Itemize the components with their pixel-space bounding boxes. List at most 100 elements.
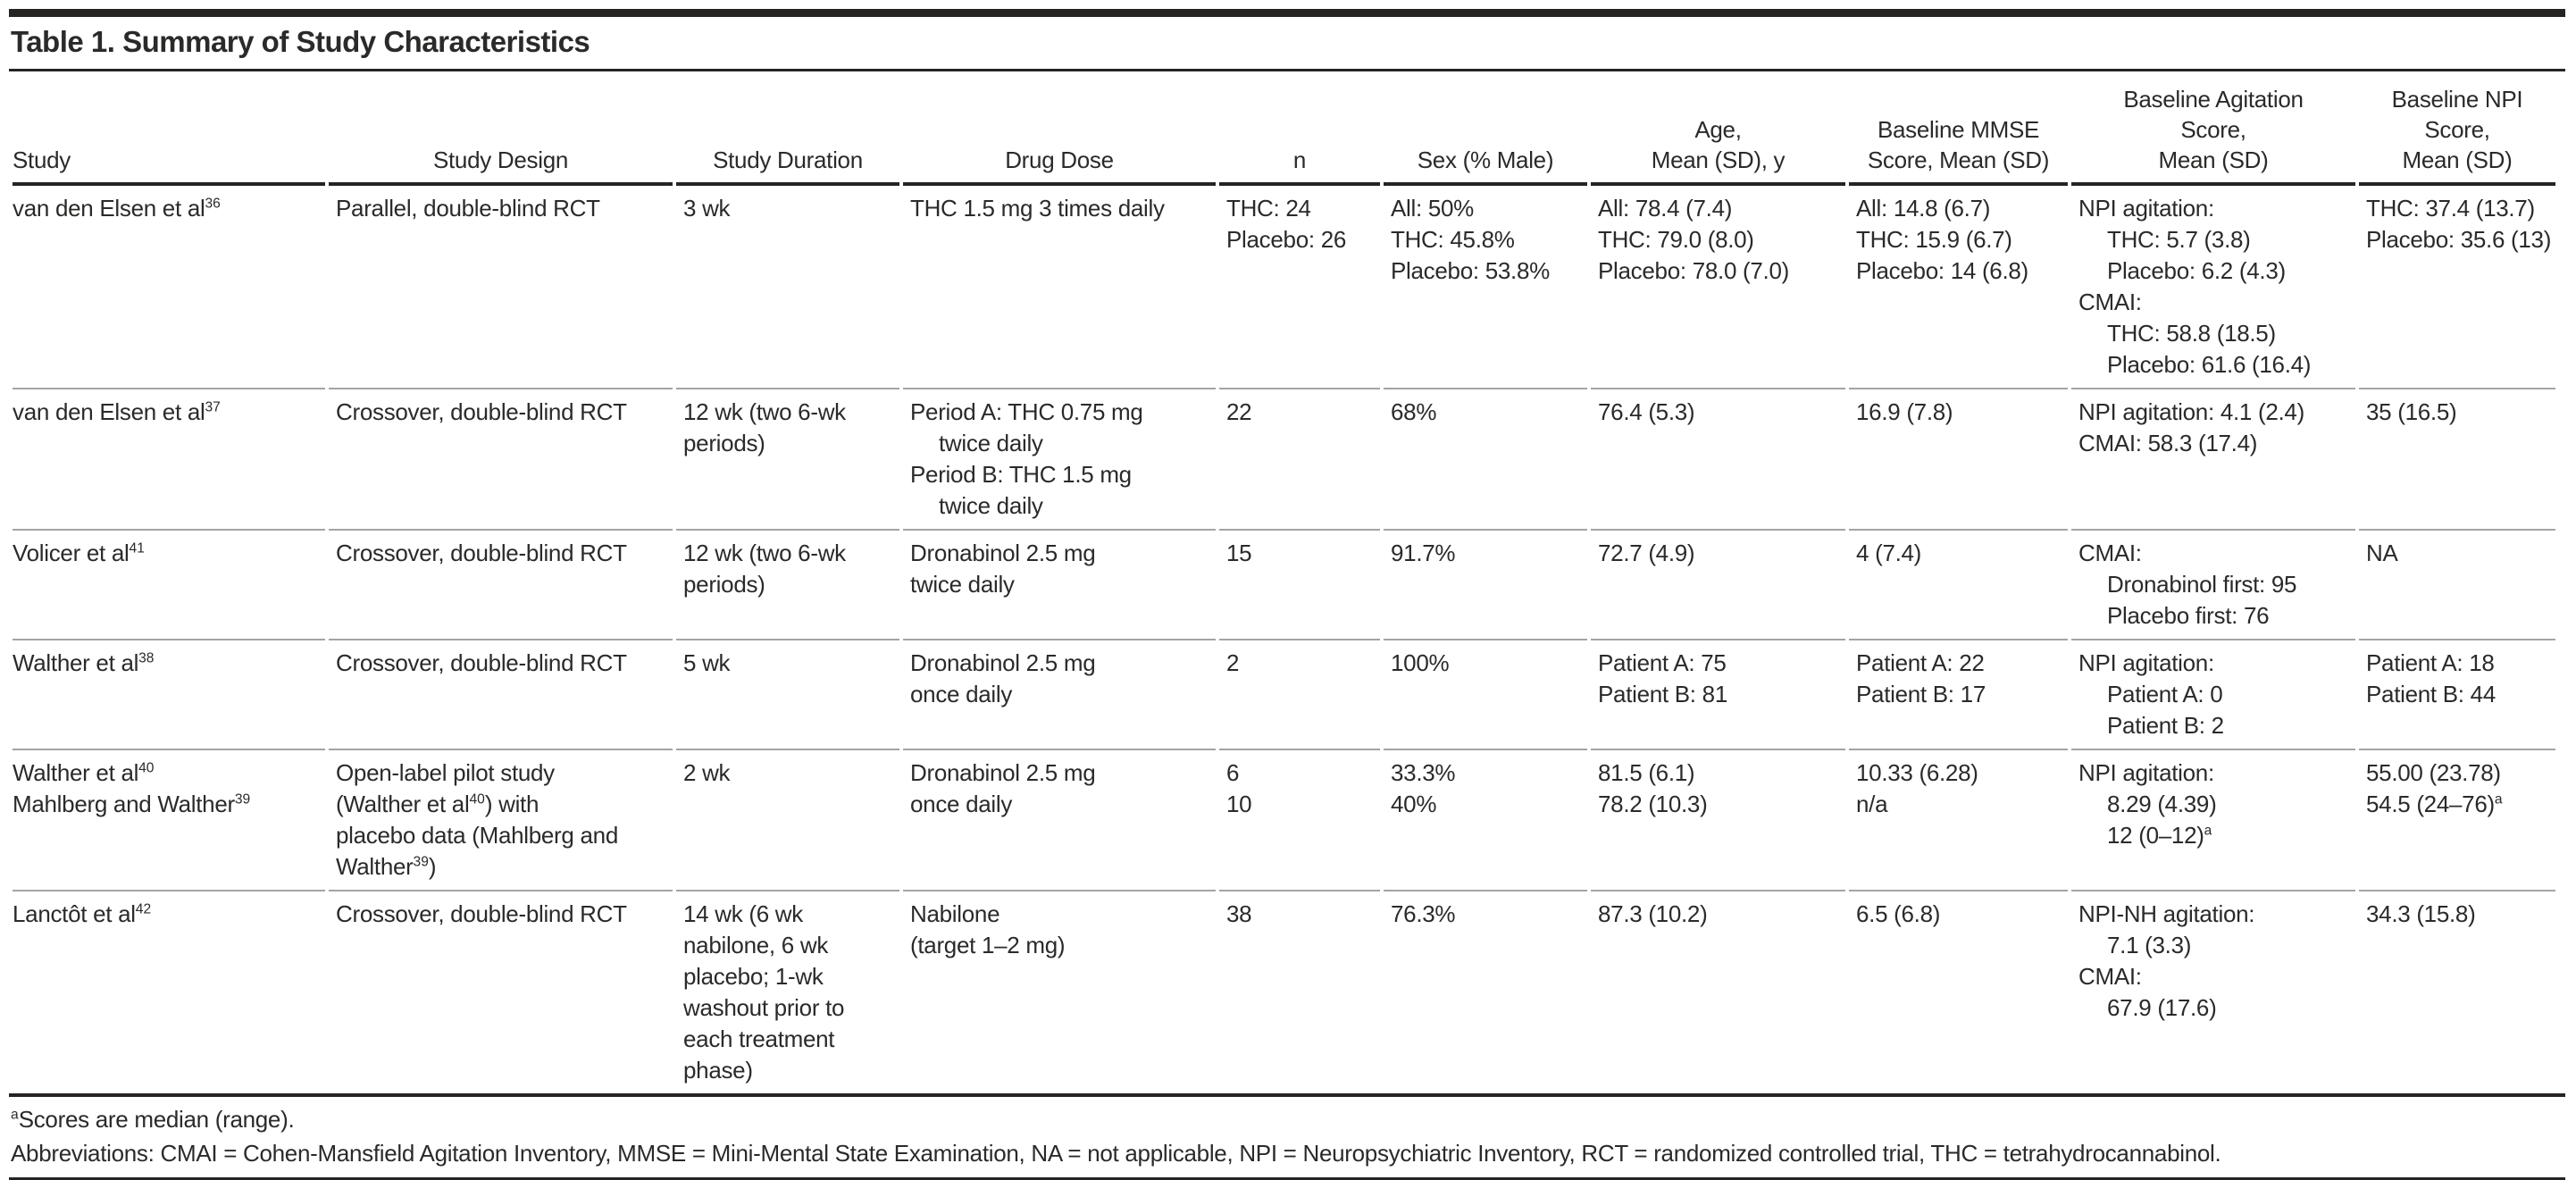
cell-line: THC: 15.9 (6.7) bbox=[1856, 226, 2012, 253]
cell-line: CMAI: bbox=[2078, 540, 2142, 566]
cell-npi: NA bbox=[2359, 529, 2555, 639]
cell-age: 72.7 (4.9) bbox=[1591, 529, 1845, 639]
cell-study: van den Elsen et al36 bbox=[13, 186, 325, 388]
superscript: 40 bbox=[138, 760, 155, 776]
cell-line: 4 (7.4) bbox=[1856, 540, 1922, 566]
cell-dose: THC 1.5 mg 3 times daily bbox=[903, 186, 1216, 388]
cell-line: 35 (16.5) bbox=[2366, 398, 2457, 425]
cell-dose: Dronabinol 2.5 mg twice daily bbox=[903, 529, 1216, 639]
cell-line: THC: 45.8% bbox=[1391, 226, 1515, 253]
superscript: a bbox=[2494, 791, 2503, 808]
superscript: 37 bbox=[205, 399, 221, 415]
cell-agitation: NPI agitation: 4.1 (2.4) CMAI: 58.3 (17.4… bbox=[2071, 388, 2355, 529]
cell-line: placebo; 1-wk bbox=[683, 963, 824, 990]
cell-agitation: NPI agitation: THC: 5.7 (3.8) Placebo: 6.2… bbox=[2071, 186, 2355, 388]
cell-line: (Walther et al40) with bbox=[336, 791, 539, 817]
cell-line: Mahlberg and Walther39 bbox=[13, 791, 251, 817]
cell-line: washout prior to bbox=[683, 994, 845, 1021]
cell-study: Lanctôt et al42 bbox=[13, 890, 325, 1093]
column-header-design: Study Design bbox=[329, 73, 673, 186]
cell-line: nabilone, 6 wk bbox=[683, 932, 829, 958]
title-bottom-rule bbox=[9, 69, 2565, 71]
cell-sex: 33.3% 40% bbox=[1384, 749, 1587, 890]
cell-line: 12 wk (two 6-wk bbox=[683, 398, 846, 425]
superscript: a bbox=[11, 1107, 19, 1123]
cell-agitation: NPI agitation: Patient A: 0 Patient B: 2 bbox=[2071, 639, 2355, 749]
cell-line: Dronabinol 2.5 mg bbox=[910, 649, 1096, 676]
cell-line: 91.7% bbox=[1391, 540, 1456, 566]
cell-line: van den Elsen et al36 bbox=[13, 195, 221, 222]
cell-line: 33.3% bbox=[1391, 759, 1456, 786]
cell-line: 67.9 (17.6) bbox=[2107, 994, 2217, 1021]
cell-dose: Dronabinol 2.5 mg once daily bbox=[903, 639, 1216, 749]
cell-line: Lanctôt et al42 bbox=[13, 900, 152, 927]
cell-n: THC: 24 Placebo: 26 bbox=[1219, 186, 1380, 388]
cell-duration: 12 wk (two 6-wk periods) bbox=[676, 529, 899, 639]
cell-line: 34.3 (15.8) bbox=[2366, 900, 2476, 927]
cell-line: 54.5 (24–76)a bbox=[2366, 791, 2503, 817]
cell-age: Patient A: 75 Patient B: 81 bbox=[1591, 639, 1845, 749]
cell-npi: 34.3 (15.8) bbox=[2359, 890, 2555, 1093]
cell-line: n/a bbox=[1856, 791, 1888, 817]
footnotes: aScores are median (range). Abbreviations… bbox=[9, 1102, 2565, 1170]
column-header-study: Study bbox=[13, 73, 325, 186]
cell-line: twice daily bbox=[910, 571, 1015, 598]
cell-line: Placebo: 78.0 (7.0) bbox=[1598, 257, 1789, 284]
cell-line: Dronabinol 2.5 mg bbox=[910, 759, 1096, 786]
cell-line: 7.1 (3.3) bbox=[2107, 932, 2192, 958]
superscript: 40 bbox=[469, 791, 485, 808]
column-header-line: Study Design bbox=[432, 146, 569, 173]
cell-n: 22 bbox=[1219, 388, 1380, 529]
cell-mmse: All: 14.8 (6.7) THC: 15.9 (6.7) Placebo: 1… bbox=[1849, 186, 2068, 388]
cell-line: Patient A: 22 bbox=[1856, 649, 1985, 676]
cell-line: 12 wk (two 6-wk bbox=[683, 540, 846, 566]
cell-npi: 35 (16.5) bbox=[2359, 388, 2555, 529]
table-row: Walther et al38 Crossover, double-blind R… bbox=[13, 639, 2555, 749]
cell-line: CMAI: bbox=[2078, 289, 2142, 315]
cell-line: THC 1.5 mg 3 times daily bbox=[910, 195, 1165, 222]
column-header-mmse: Baseline MMSE Score, Mean (SD) bbox=[1849, 73, 2068, 186]
column-header-npi: Baseline NPI Score, Mean (SD) bbox=[2359, 73, 2555, 186]
cell-line: 5 wk bbox=[683, 649, 731, 676]
column-header-line: n bbox=[1292, 146, 1307, 173]
cell-line: 78.2 (10.3) bbox=[1598, 791, 1708, 817]
cell-line: Patient A: 0 bbox=[2107, 681, 2223, 707]
table-row: van den Elsen et al36 Parallel, double-bl… bbox=[13, 186, 2555, 388]
table-row: Volicer et al41 Crossover, double-blind R… bbox=[13, 529, 2555, 639]
cell-design: Open-label pilot study (Walther et al40) … bbox=[329, 749, 673, 890]
cell-line: 81.5 (6.1) bbox=[1598, 759, 1695, 786]
cell-line: Crossover, double-blind RCT bbox=[336, 900, 627, 927]
cell-line: Crossover, double-blind RCT bbox=[336, 398, 627, 425]
column-header-n: n bbox=[1219, 73, 1380, 186]
column-header-line: Baseline NPI bbox=[2391, 86, 2523, 113]
cell-line: 76.3% bbox=[1391, 900, 1456, 927]
cell-line: All: 50% bbox=[1391, 195, 1474, 222]
table-header-row: Study Study Design Study Duration Drug Dose… bbox=[13, 73, 2555, 186]
cell-sex: 68% bbox=[1384, 388, 1587, 529]
cell-line: 6.5 (6.8) bbox=[1856, 900, 1941, 927]
cell-line: 6 bbox=[1226, 759, 1240, 786]
cell-agitation: NPI agitation: 8.29 (4.39) 12 (0–12)a bbox=[2071, 749, 2355, 890]
cell-line: THC: 5.7 (3.8) bbox=[2107, 226, 2251, 253]
cell-n: 6 10 bbox=[1219, 749, 1380, 890]
column-header-line: Study bbox=[13, 146, 71, 173]
superscript: 42 bbox=[135, 901, 152, 917]
cell-line: 15 bbox=[1226, 540, 1252, 566]
cell-line: Patient A: 75 bbox=[1598, 649, 1727, 676]
cell-line: THC: 79.0 (8.0) bbox=[1598, 226, 1754, 253]
cell-mmse: 4 (7.4) bbox=[1849, 529, 2068, 639]
cell-line: periods) bbox=[683, 430, 765, 456]
column-header-duration: Study Duration bbox=[676, 73, 899, 186]
column-header-line: Score, Mean (SD) bbox=[1867, 146, 2050, 173]
cell-age: 87.3 (10.2) bbox=[1591, 890, 1845, 1093]
cell-line: once daily bbox=[910, 681, 1013, 707]
cell-npi: 55.00 (23.78) 54.5 (24–76)a bbox=[2359, 749, 2555, 890]
table-row: van den Elsen et al37 Crossover, double-b… bbox=[13, 388, 2555, 529]
cell-line: Period B: THC 1.5 mg bbox=[910, 461, 1132, 488]
cell-line: 76.4 (5.3) bbox=[1598, 398, 1695, 425]
cell-study: van den Elsen et al37 bbox=[13, 388, 325, 529]
cell-line: 14 wk (6 wk bbox=[683, 900, 803, 927]
cell-line: Crossover, double-blind RCT bbox=[336, 649, 627, 676]
table-row: Walther et al40 Mahlberg and Walther39 Ope… bbox=[13, 749, 2555, 890]
